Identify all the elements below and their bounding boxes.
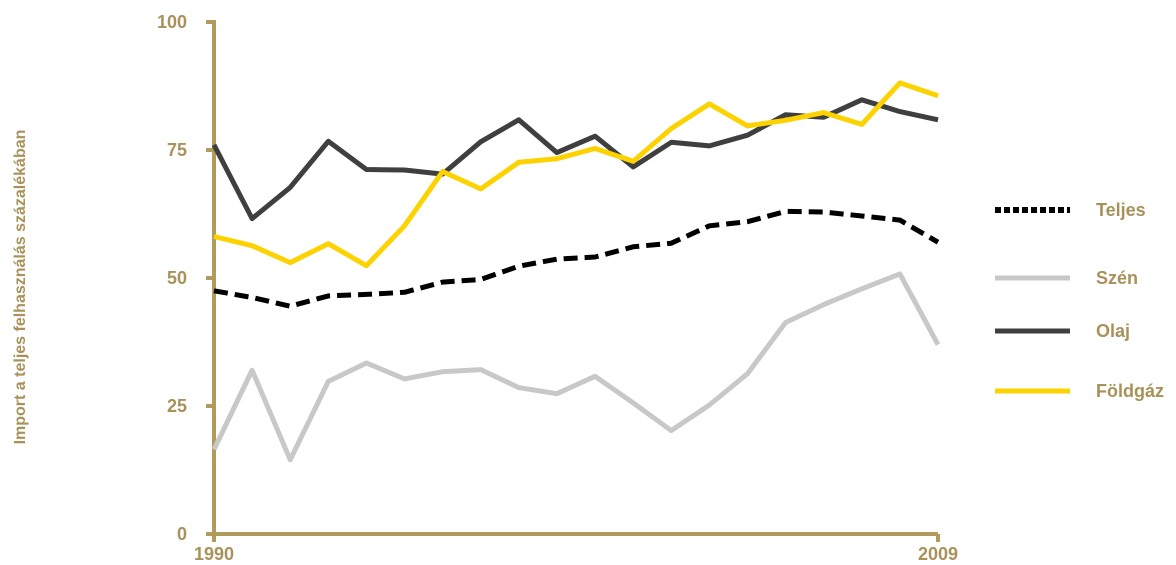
legend-label-teljes: Teljes — [1096, 200, 1146, 220]
legend-label-szén: Szén — [1096, 268, 1138, 288]
series-line-szén — [211, 271, 941, 463]
y-tick-label: 25 — [167, 396, 187, 416]
x-tick-label: 1990 — [194, 544, 234, 564]
series-line-olaj — [211, 97, 939, 222]
y-tick-label: 50 — [167, 268, 187, 288]
tick-labels: 0 25 50 75 100 1990 2009 — [157, 12, 958, 564]
axes — [212, 20, 938, 536]
legend-label-olaj: Olaj — [1096, 321, 1130, 341]
legend-label-földgáz: Földgáz — [1096, 381, 1164, 401]
y-tick-label: 75 — [167, 140, 187, 160]
series-line-földgáz — [213, 80, 939, 269]
legend: Teljes Szén Olaj Földgáz — [995, 200, 1164, 401]
y-tick-label: 0 — [177, 524, 187, 544]
series-lines — [211, 80, 941, 463]
x-tick-label: 2009 — [918, 544, 958, 564]
y-axis-title: Import a teljes felhasználás százalékába… — [12, 130, 29, 445]
y-tick-label: 100 — [157, 12, 187, 32]
series-line-teljes — [213, 208, 940, 309]
